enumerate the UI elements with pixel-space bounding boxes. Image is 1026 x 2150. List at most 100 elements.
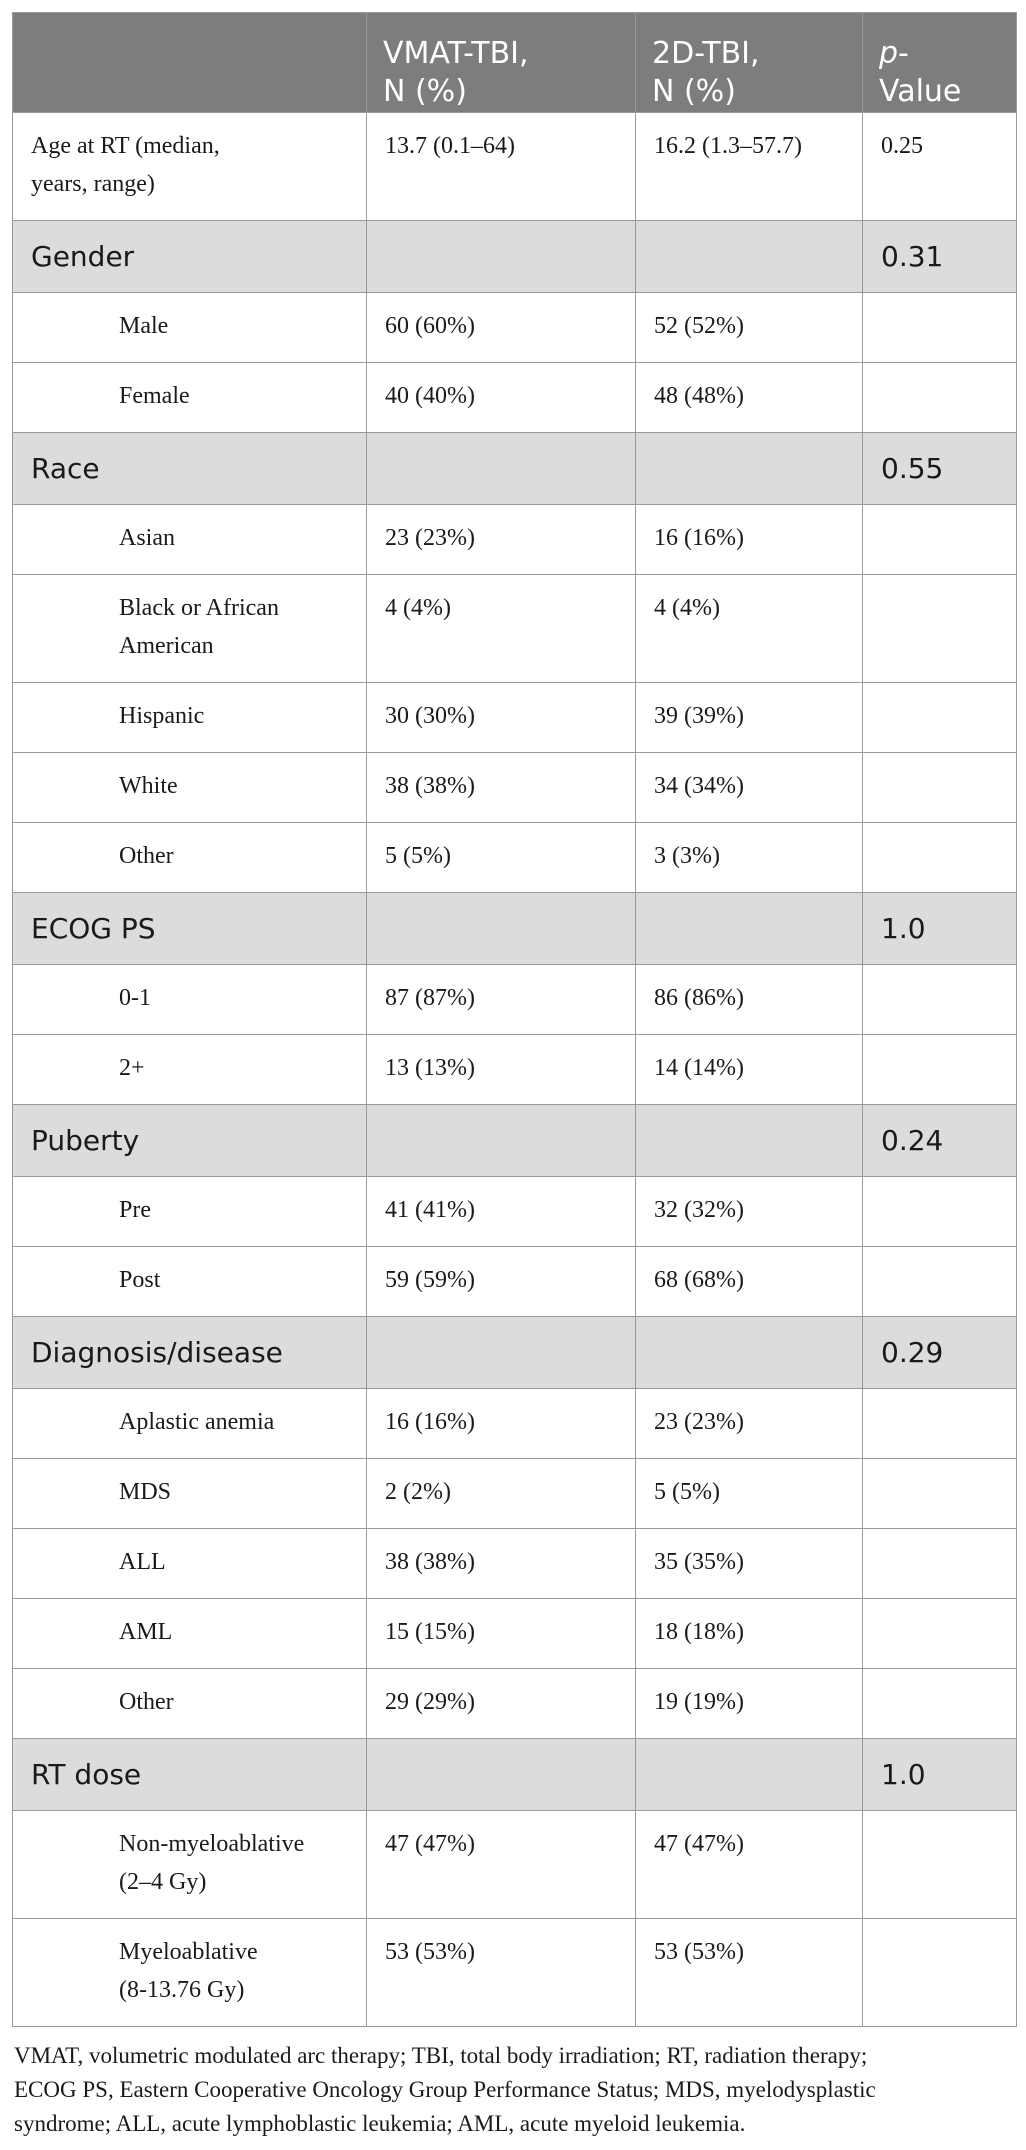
footnote-line1: VMAT, volumetric modulated arc therapy; …	[14, 2043, 868, 2068]
row-2d: 19 (19%)	[635, 1668, 863, 1739]
table-row: 0-1 87 (87%) 86 (86%)	[12, 964, 1017, 1035]
section-empty	[635, 1316, 863, 1389]
row-p	[862, 752, 1017, 823]
row-vmat: 30 (30%)	[366, 682, 636, 753]
table-footnote: VMAT, volumetric modulated arc therapy; …	[12, 2039, 1018, 2141]
footnote-line3: syndrome; ALL, acute lymphoblastic leuke…	[14, 2111, 746, 2136]
row-2d: 68 (68%)	[635, 1246, 863, 1317]
row-label: Female	[12, 362, 367, 433]
row-vmat: 38 (38%)	[366, 1528, 636, 1599]
section-label: Puberty	[12, 1104, 367, 1177]
table-row: White 38 (38%) 34 (34%)	[12, 752, 1017, 823]
section-label: ECOG PS	[12, 892, 367, 965]
section-p: 1.0	[862, 1738, 1017, 1811]
header-vmat-line1: VMAT-TBI,	[383, 36, 529, 71]
row-2d: 35 (35%)	[635, 1528, 863, 1599]
table-row: Asian 23 (23%) 16 (16%)	[12, 504, 1017, 575]
section-p: 1.0	[862, 892, 1017, 965]
row-label: ALL	[12, 1528, 367, 1599]
footnote-line2: ECOG PS, Eastern Cooperative Oncology Gr…	[14, 2077, 876, 2102]
row-2d: 16 (16%)	[635, 504, 863, 575]
table-row: Non-myeloablative (2–4 Gy) 47 (47%) 47 (…	[12, 1810, 1017, 1919]
table-row-age: Age at RT (median, years, range) 13.7 (0…	[12, 112, 1017, 221]
table-row: Other 5 (5%) 3 (3%)	[12, 822, 1017, 893]
row-label: AML	[12, 1598, 367, 1669]
row-label: 0-1	[12, 964, 367, 1035]
section-row-race: Race 0.55	[12, 432, 1017, 505]
row-vmat: 38 (38%)	[366, 752, 636, 823]
section-p: 0.31	[862, 220, 1017, 293]
table-row: Male 60 (60%) 52 (52%)	[12, 292, 1017, 363]
row-p	[862, 1598, 1017, 1669]
row-vmat: 87 (87%)	[366, 964, 636, 1035]
row-label: White	[12, 752, 367, 823]
row-p	[862, 362, 1017, 433]
section-p: 0.24	[862, 1104, 1017, 1177]
row-2d: 4 (4%)	[635, 574, 863, 683]
header-vmat-line2: N (%)	[383, 74, 467, 109]
row-vmat: 15 (15%)	[366, 1598, 636, 1669]
row-vmat: 40 (40%)	[366, 362, 636, 433]
row-vmat: 5 (5%)	[366, 822, 636, 893]
row-p	[862, 1528, 1017, 1599]
header-2d-tbi: 2D-TBI, N (%)	[635, 12, 863, 113]
table-row: Female 40 (40%) 48 (48%)	[12, 362, 1017, 433]
section-empty	[366, 1104, 636, 1177]
header-2d-line2: N (%)	[652, 74, 736, 109]
row-2d: 39 (39%)	[635, 682, 863, 753]
row-vmat: 29 (29%)	[366, 1668, 636, 1739]
row-label-line1: Black or African	[119, 595, 279, 621]
section-empty	[635, 220, 863, 293]
table-row: AML 15 (15%) 18 (18%)	[12, 1598, 1017, 1669]
row-vmat: 59 (59%)	[366, 1246, 636, 1317]
row-p	[862, 1458, 1017, 1529]
section-empty	[366, 892, 636, 965]
row-label-line2: American	[119, 633, 214, 659]
row-vmat: 53 (53%)	[366, 1918, 636, 2027]
row-p	[862, 682, 1017, 753]
row-p	[862, 822, 1017, 893]
row-p	[862, 1918, 1017, 2027]
section-empty	[366, 432, 636, 505]
header-p-value: p- Value	[862, 12, 1017, 113]
row-vmat: 47 (47%)	[366, 1810, 636, 1919]
row-2d: 48 (48%)	[635, 362, 863, 433]
row-p	[862, 1176, 1017, 1247]
header-vmat-tbi: VMAT-TBI, N (%)	[366, 12, 636, 113]
row-vmat: 4 (4%)	[366, 574, 636, 683]
row-p	[862, 1034, 1017, 1105]
row-vmat: 2 (2%)	[366, 1458, 636, 1529]
row-vmat: 60 (60%)	[366, 292, 636, 363]
age-2d: 16.2 (1.3–57.7)	[635, 112, 863, 221]
row-2d: 5 (5%)	[635, 1458, 863, 1529]
row-label: Male	[12, 292, 367, 363]
row-label: MDS	[12, 1458, 367, 1529]
section-empty	[635, 1738, 863, 1811]
row-label: Aplastic anemia	[12, 1388, 367, 1459]
row-label: Other	[12, 822, 367, 893]
row-label: Other	[12, 1668, 367, 1739]
section-empty	[635, 892, 863, 965]
row-label-line2: (2–4 Gy)	[119, 1869, 207, 1895]
section-row-puberty: Puberty 0.24	[12, 1104, 1017, 1177]
section-row-ecog: ECOG PS 1.0	[12, 892, 1017, 965]
header-p-italic: p	[879, 36, 899, 71]
section-p: 0.55	[862, 432, 1017, 505]
table-row: Post 59 (59%) 68 (68%)	[12, 1246, 1017, 1317]
row-2d: 34 (34%)	[635, 752, 863, 823]
row-p	[862, 1246, 1017, 1317]
table-row: Pre 41 (41%) 32 (32%)	[12, 1176, 1017, 1247]
section-empty	[366, 220, 636, 293]
row-label: Non-myeloablative (2–4 Gy)	[12, 1810, 367, 1919]
row-p	[862, 1668, 1017, 1739]
table-row: ALL 38 (38%) 35 (35%)	[12, 1528, 1017, 1599]
row-label: Asian	[12, 504, 367, 575]
section-label: Diagnosis/disease	[12, 1316, 367, 1389]
row-2d: 52 (52%)	[635, 292, 863, 363]
row-label-line2: (8-13.76 Gy)	[119, 1977, 245, 2003]
row-2d: 47 (47%)	[635, 1810, 863, 1919]
section-row-rt-dose: RT dose 1.0	[12, 1738, 1017, 1811]
row-label: Myeloablative (8-13.76 Gy)	[12, 1918, 367, 2027]
row-p	[862, 1388, 1017, 1459]
header-2d-line1: 2D-TBI,	[652, 36, 760, 71]
